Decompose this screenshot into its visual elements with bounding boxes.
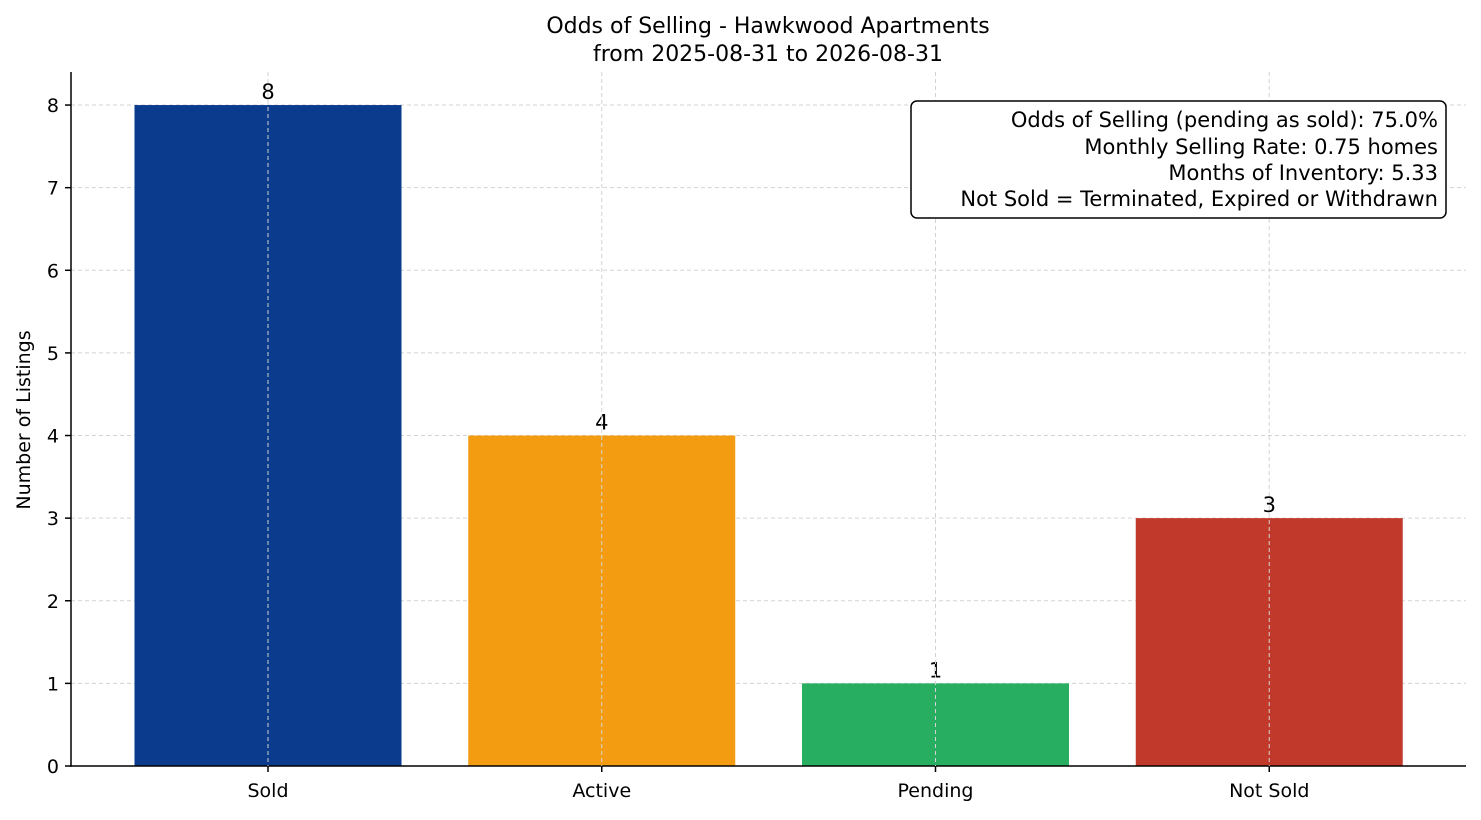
bar-value-label: 8 <box>261 80 274 104</box>
y-tick-label: 0 <box>47 756 59 778</box>
chart-subtitle: from 2025-08-31 to 2026-08-31 <box>593 42 943 67</box>
y-tick-label: 5 <box>47 343 59 365</box>
y-tick-label: 3 <box>47 508 59 530</box>
chart-title: Odds of Selling - Hawkwood Apartments <box>546 14 989 39</box>
x-tick-label: Pending <box>898 780 974 802</box>
y-tick-label: 8 <box>47 95 59 117</box>
annotation-line-not-sold-def: Not Sold = Terminated, Expired or Withdr… <box>960 187 1438 211</box>
annotation-line-inventory: Months of Inventory: 5.33 <box>1168 161 1438 185</box>
y-tick-label: 1 <box>47 673 59 695</box>
y-tick-label: 2 <box>47 591 59 613</box>
axis-layer: 0 1 2 3 4 5 6 7 8 Sold Active Pending Not Sold <box>47 72 1466 802</box>
annotation-line-odds: Odds of Selling (pending as sold): 75.0% <box>1011 108 1438 132</box>
y-axis-label: Number of Listings <box>13 330 35 509</box>
x-tick-label: Sold <box>247 780 288 802</box>
y-tick-label: 6 <box>47 260 59 282</box>
annotation-line-rate: Monthly Selling Rate: 0.75 homes <box>1084 135 1438 159</box>
annotation-box: Odds of Selling (pending as sold): 75.0%… <box>910 100 1447 219</box>
x-tick-label: Active <box>572 780 631 802</box>
bar-value-label: 3 <box>1263 493 1276 517</box>
bar-sold <box>134 105 402 767</box>
x-tick-label: Not Sold <box>1229 780 1309 802</box>
y-tick-label: 4 <box>47 426 59 448</box>
annotation-border <box>910 100 1447 219</box>
y-tick-label: 7 <box>47 178 59 200</box>
